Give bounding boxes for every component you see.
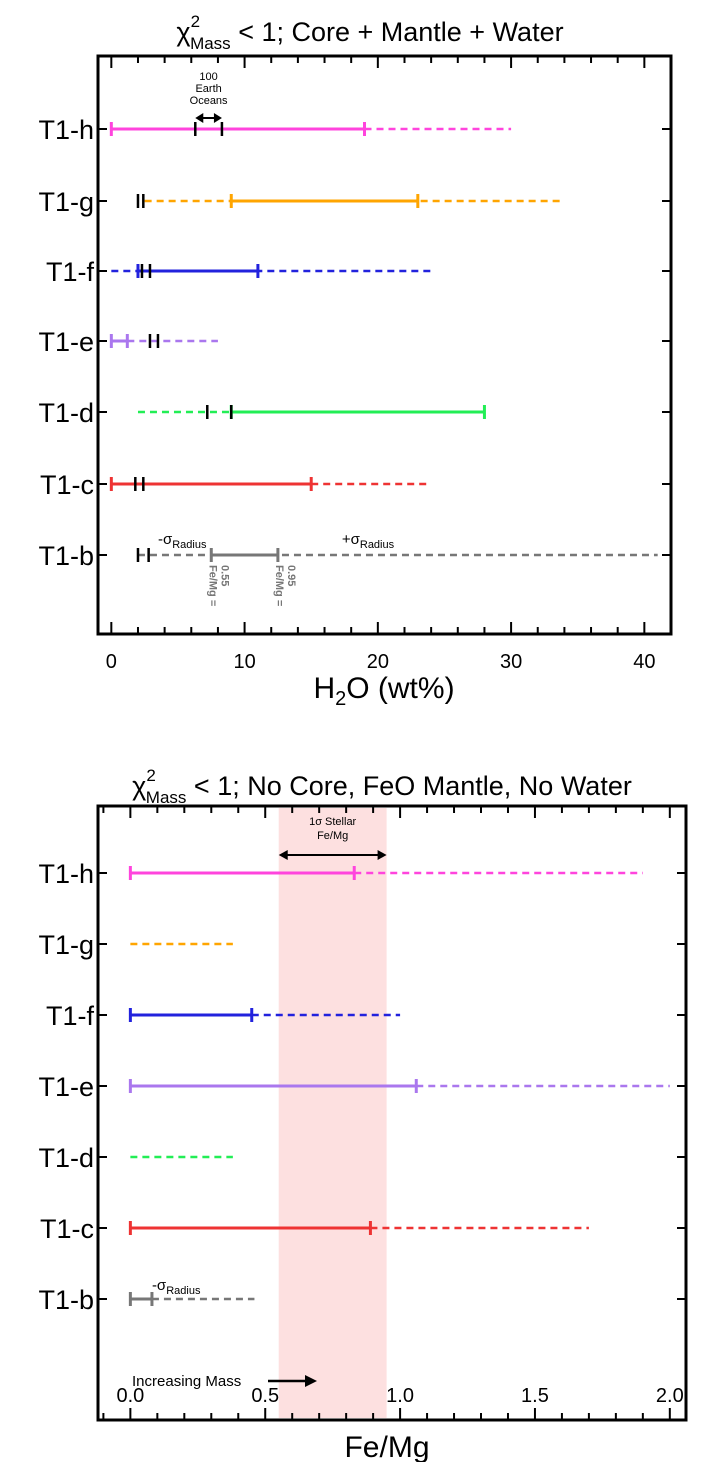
x-tick-label: 1.5 [521,1385,549,1407]
x-tick-label: 1.0 [386,1385,414,1407]
oceans-label: Earth [195,83,221,95]
stellar-band-label: Fe/Mg [317,830,348,842]
oceans-label: Oceans [190,95,228,107]
series-t1-f [111,264,432,278]
planet-label-t1-h: T1-h [38,859,94,889]
series-t1-d [137,405,486,419]
x-tick-label: 2.0 [656,1385,684,1407]
stellar-band-label: 1σ Stellar [309,816,356,828]
x-tick-label: 30 [500,651,522,673]
series-t1-c [109,477,432,491]
series-t1-h [109,122,512,136]
series-t1-b [136,548,658,562]
series-t1-e [128,1079,670,1093]
minus-sigma-radius-label: -σRadius [158,531,207,551]
panel-1-title: χ2 Mass < 1; Core + Mantle + Water [176,12,563,53]
minus-sigma-radius-label: -σRadius [152,1277,201,1297]
x-tick-label: 20 [367,651,389,673]
fe-mg-label-line: Fe/Mg = [206,565,218,606]
x-tick-label: 0 [106,651,117,673]
fe-mg-label-line: Fe/Mg = [273,565,285,606]
planet-label-t1-f: T1-f [46,257,95,287]
arrow-head-icon [377,850,387,860]
planet-label-t1-g: T1-g [38,930,94,960]
fe-mg-label-line: 0.55 [218,565,230,586]
x-tick-label: 0.0 [116,1385,144,1407]
panel-2: χ2 Mass < 1; No Core, FeO Mantle, No Wate… [38,766,688,1462]
panel-2-title: χ2 Mass < 1; No Core, FeO Mantle, No Wate… [132,766,632,807]
arrow-head-icon [278,850,288,860]
plus-sigma-radius-label: +σRadius [342,531,395,551]
arrow-head-icon [195,113,204,123]
series-t1-c [128,1221,589,1235]
planet-label-t1-f: T1-f [46,1001,95,1031]
series-t1-g [136,194,565,208]
planet-label-t1-h: T1-h [38,115,94,145]
stellar-fe-mg-band [278,808,387,1418]
planet-label-t1-b: T1-b [38,541,94,571]
planet-label-t1-e: T1-e [38,1072,94,1102]
series-t1-b [128,1292,255,1306]
panel-1: χ2 Mass < 1; Core + Mantle + Water 0 10 20 3… [38,12,673,710]
fe-mg-055-label: Fe/Mg = 0.55 [206,565,230,606]
series-t1-f [128,1008,401,1022]
increasing-mass-label: Increasing Mass [132,1373,241,1390]
panel-1-x-axis-label: H2O (wt%) [313,672,454,710]
planet-label-t1-d: T1-d [38,398,94,428]
series-t1-h [128,866,643,880]
panel-2-plot-frame [96,804,688,1422]
fe-mg-095-label: Fe/Mg = 0.95 [273,565,297,606]
arrow-head-icon [213,113,222,123]
arrow-head-icon [305,1375,317,1387]
x-tick-label: 40 [633,651,655,673]
planet-label-t1-g: T1-g [38,187,94,217]
x-tick-label: 0.5 [251,1385,279,1407]
planet-label-t1-c: T1-c [40,470,94,500]
series-t1-e [109,334,218,348]
planet-label-t1-c: T1-c [40,1214,94,1244]
panel-1-plot-frame [96,54,673,636]
fe-mg-label-line: 0.95 [285,565,297,586]
planet-label-t1-d: T1-d [38,1143,94,1173]
planet-label-t1-e: T1-e [38,327,94,357]
x-tick-label: 10 [233,651,255,673]
panel-2-x-axis-label: Fe/Mg [344,1431,429,1462]
planet-label-t1-b: T1-b [38,1285,94,1315]
oceans-label: 100 [199,71,217,83]
